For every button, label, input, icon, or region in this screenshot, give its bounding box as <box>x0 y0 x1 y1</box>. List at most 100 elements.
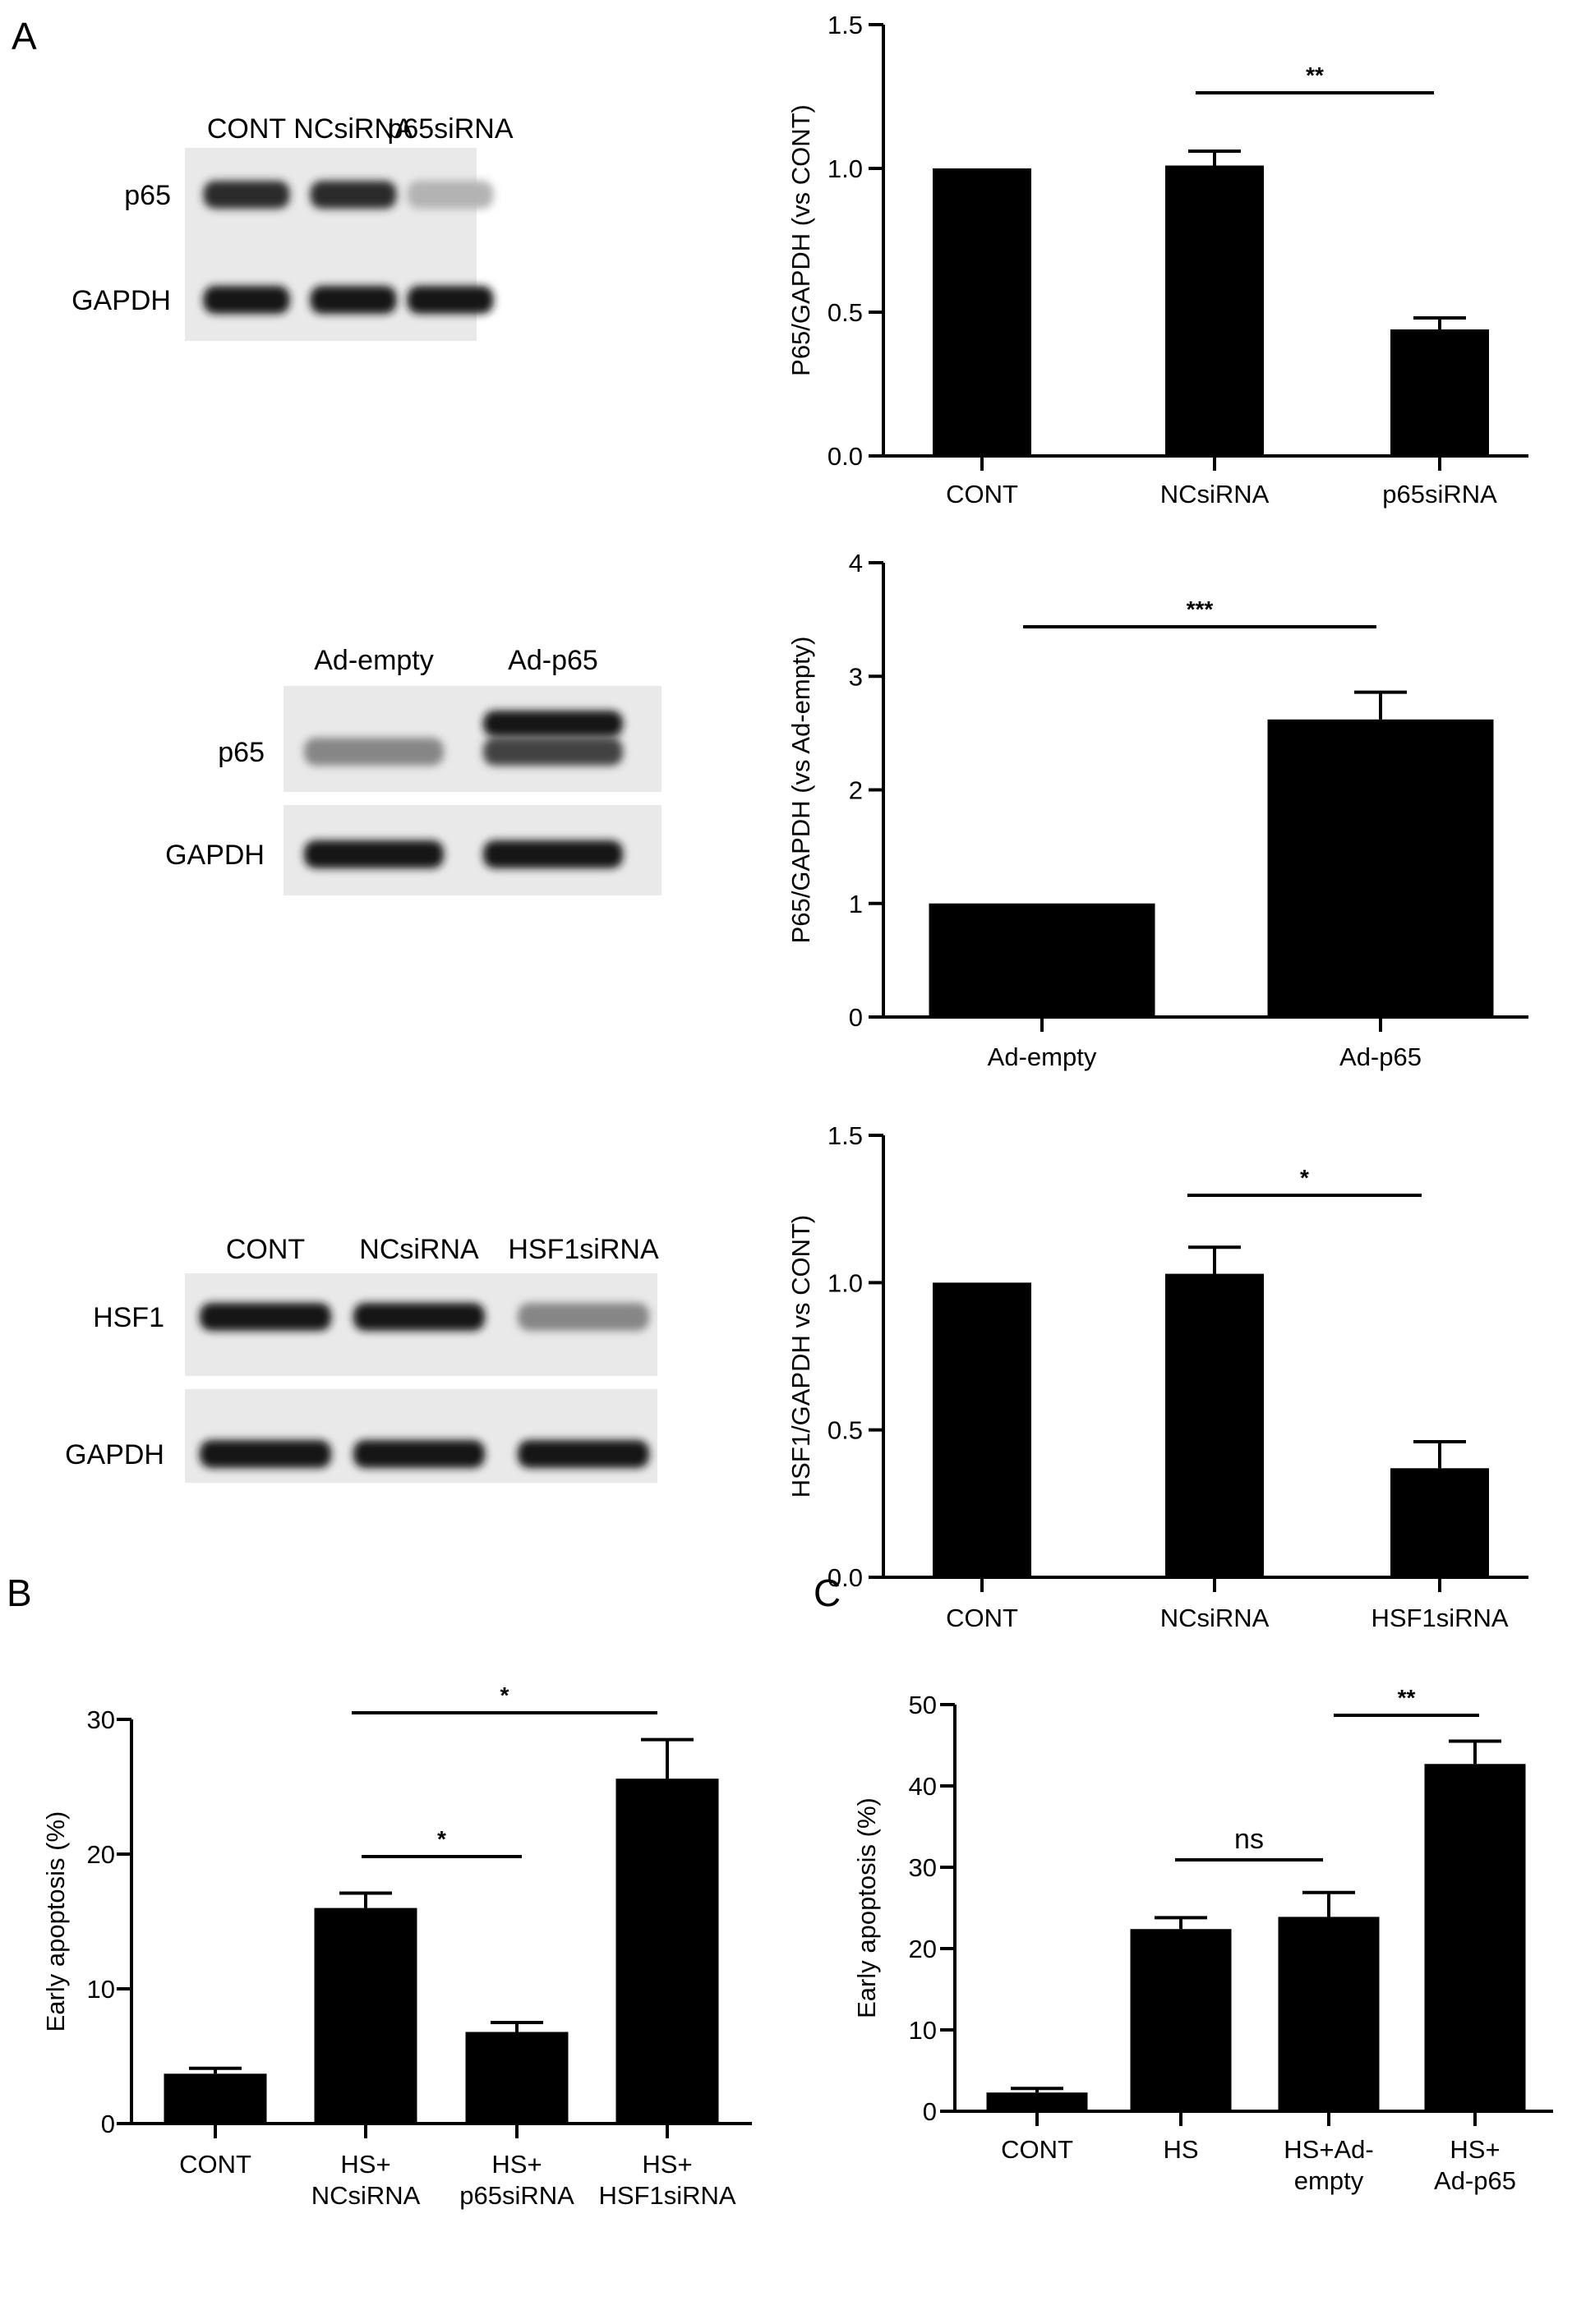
x-tick-label: HS+ <box>642 2150 692 2179</box>
x-tick-label: HS+ <box>340 2150 390 2179</box>
blot-membrane <box>185 1389 657 1483</box>
bar <box>1424 1764 1526 2111</box>
x-tick-label: Ad-p65 <box>1434 2166 1516 2195</box>
bar-chart-hsf1-sirna: 0.0 0.5 1.0 1.5 HSF1/GAPDH vs CONT) CONT NCsiR… <box>786 1121 1528 1632</box>
panel-letter-a: A <box>12 15 37 58</box>
bar <box>986 2092 1088 2111</box>
x-tick-label: CONT <box>179 2150 251 2179</box>
y-tick-label: 2 <box>849 776 863 805</box>
bar <box>164 2073 267 2124</box>
band-row-label: p65 <box>218 737 265 768</box>
y-tick-label: 20 <box>87 1840 115 1869</box>
significance-label: *** <box>1187 596 1214 622</box>
protein-band <box>304 738 444 766</box>
y-axis-title: Early apoptosis (%) <box>852 1797 881 2018</box>
x-tick-label: p65siRNA <box>1382 480 1497 509</box>
significance-label: * <box>437 1826 446 1852</box>
x-tick-label: HS+ <box>491 2150 542 2179</box>
lane-label: NCsiRNA <box>359 1234 479 1265</box>
bar <box>1130 1929 1232 2111</box>
y-axis-title: HSF1/GAPDH vs CONT) <box>786 1215 815 1498</box>
lane-label: Ad-p65 <box>508 645 598 676</box>
y-tick-label: 50 <box>909 1691 937 1719</box>
bar <box>1278 1917 1380 2111</box>
bar-chart-early-apoptosis-c: 0 10 20 30 40 50 Early apoptosis (%) CONT HS HS+A… <box>852 1685 1553 2195</box>
y-tick-label: 4 <box>849 549 863 578</box>
bar-chart-ad-p65: 0 1 2 3 4 P65/GAPDH (vs Ad-empty) Ad-empty Ad-p… <box>786 549 1528 1071</box>
significance-label: * <box>1300 1165 1309 1190</box>
y-tick-label: 10 <box>87 1975 115 2004</box>
y-tick-label: 0.5 <box>827 298 863 327</box>
x-tick-label: CONT <box>1001 2135 1073 2164</box>
y-axis-title: Early apoptosis (%) <box>41 1811 70 2032</box>
protein-band <box>353 1440 485 1468</box>
western-blot-hsf1-sirna: CONT NCsiRNA HSF1siRNA HSF1 GAPDH <box>65 1234 659 1483</box>
protein-band <box>200 1440 331 1468</box>
lane-label: Ad-empty <box>314 645 434 676</box>
y-tick-label: 40 <box>909 1772 937 1801</box>
lane-label: p65siRNA <box>387 113 513 145</box>
band-row-label: p65 <box>124 180 171 211</box>
x-tick-label: HSF1siRNA <box>1371 1604 1508 1632</box>
protein-band <box>518 1303 649 1331</box>
y-tick-label: 3 <box>849 662 863 691</box>
x-tick-label: CONT <box>946 1604 1018 1632</box>
western-blot-ad-p65: Ad-empty Ad-p65 p65 GAPDH <box>165 645 662 895</box>
protein-band <box>483 840 623 868</box>
band-row-label: GAPDH <box>71 285 171 316</box>
protein-band <box>310 286 397 314</box>
panel-letter-b: B <box>7 1572 32 1614</box>
y-tick-label: 1.5 <box>827 11 863 39</box>
x-tick-label: NCsiRNA <box>311 2181 421 2210</box>
y-tick-label: 0 <box>101 2110 115 2138</box>
x-tick-label: CONT <box>946 480 1018 509</box>
protein-band <box>518 1440 649 1468</box>
protein-band <box>353 1303 485 1331</box>
y-tick-label: 0 <box>923 2097 937 2126</box>
y-axis-title: P65/GAPDH (vs CONT) <box>786 104 815 376</box>
y-tick-label: 20 <box>909 1935 937 1963</box>
significance-label: ** <box>1306 62 1324 88</box>
y-tick-label: 1.0 <box>827 154 863 183</box>
bar <box>1165 1273 1264 1577</box>
x-tick-label: NCsiRNA <box>1160 1604 1270 1632</box>
y-tick-label: 1 <box>849 890 863 918</box>
x-tick-label: p65siRNA <box>459 2181 574 2210</box>
y-tick-label: 0.5 <box>827 1416 863 1445</box>
protein-band <box>483 738 623 766</box>
protein-band-upper <box>483 711 623 737</box>
y-tick-label: 0 <box>849 1003 863 1032</box>
lane-label: HSF1siRNA <box>508 1234 659 1265</box>
y-axis-title: P65/GAPDH (vs Ad-empty) <box>786 637 815 944</box>
protein-band <box>407 181 494 209</box>
bar <box>933 168 1031 456</box>
significance-label: ** <box>1398 1685 1416 1710</box>
lane-label: CONT <box>226 1234 305 1265</box>
bar <box>1267 719 1494 1017</box>
protein-band <box>203 181 290 209</box>
band-row-label: GAPDH <box>165 840 265 871</box>
bar <box>1390 329 1489 456</box>
x-tick-label: HS+Ad- <box>1284 2135 1373 2164</box>
protein-band <box>310 181 397 209</box>
x-tick-label: empty <box>1294 2166 1364 2195</box>
bar <box>615 1779 719 2124</box>
y-tick-label: 0.0 <box>827 1563 863 1592</box>
bar <box>933 1282 1031 1577</box>
bar <box>929 903 1155 1017</box>
y-tick-label: 1.0 <box>827 1268 863 1297</box>
band-row-label: HSF1 <box>93 1302 164 1333</box>
bar-chart-p65-sirna: 0.0 0.5 1.0 1.5 P65/GAPDH (vs CONT) CONT NCsiR… <box>786 11 1528 509</box>
x-tick-label: HS+ <box>1450 2135 1500 2164</box>
band-row-label: GAPDH <box>65 1439 164 1470</box>
x-tick-label: Ad-empty <box>988 1042 1097 1071</box>
x-tick-label: HS <box>1163 2135 1198 2164</box>
lane-label: NCsiRNA <box>293 113 413 145</box>
x-tick-label: Ad-p65 <box>1339 1042 1422 1071</box>
protein-band <box>203 286 290 314</box>
bar <box>314 1908 417 2124</box>
significance-label: ns <box>1234 1824 1264 1855</box>
protein-band <box>304 840 444 868</box>
